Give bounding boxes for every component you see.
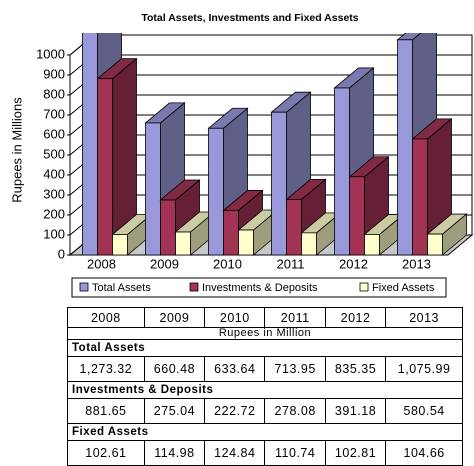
table-value: 633.64 <box>204 356 266 382</box>
table-unit: Rupees in Million <box>67 327 463 340</box>
table-header-cell: 2011 <box>264 307 326 328</box>
table-header-cell: 2013 <box>385 307 463 328</box>
bar-front <box>112 234 128 256</box>
legend-swatch <box>79 282 89 292</box>
table-value: 114.98 <box>143 440 206 466</box>
table-value: 275.04 <box>143 398 206 424</box>
x-tick-label: 2010 <box>213 256 242 271</box>
legend: Total Assets Investments & Deposits Fixed … <box>79 282 435 294</box>
bar-front <box>334 87 350 256</box>
y-tick-label: 100 <box>43 226 65 241</box>
bar-front <box>412 138 428 256</box>
y-tick-label: 200 <box>43 206 65 221</box>
y-tick-label: 300 <box>43 186 65 201</box>
x-tick-label: 2012 <box>339 256 368 271</box>
bar-front <box>286 198 302 256</box>
x-tick-label: 2009 <box>150 256 179 271</box>
bar-front <box>238 229 254 256</box>
bar-front <box>160 199 176 256</box>
table-value: 713.95 <box>264 356 326 382</box>
y-tick-label: 0 <box>58 246 65 261</box>
table-value: 222.72 <box>204 398 266 424</box>
table-header-row: 2008 2009 2010 2011 2012 2013 <box>67 307 463 328</box>
bar-front <box>208 127 224 256</box>
table-value: 110.74 <box>264 440 326 466</box>
chart-title: Total Assets, Investments and Fixed Asse… <box>141 12 358 24</box>
table-value: 124.84 <box>204 440 266 466</box>
table-value: 1,075.99 <box>385 356 463 382</box>
bar-front <box>97 78 113 256</box>
legend-label: Total Assets <box>92 282 151 294</box>
legend-label: Investments & Deposits <box>202 282 318 294</box>
bar-front <box>397 39 413 256</box>
table-section-label: Fixed Assets <box>67 423 463 441</box>
table-value-row: 1,273.32 660.48 633.64 713.95 835.35 1,075.99 <box>67 356 463 382</box>
bar <box>96 57 138 256</box>
bar-front <box>145 122 161 256</box>
legend-swatch <box>359 282 369 292</box>
table-value: 104.66 <box>385 440 463 466</box>
labels: 0 100 200 300 400 500 600 700 800 900 1000 2008 2009… <box>36 46 431 271</box>
table-value: 278.08 <box>264 398 326 424</box>
table-header-cell: 2008 <box>67 307 145 328</box>
table-value: 660.48 <box>143 356 206 382</box>
bar-front <box>82 33 98 256</box>
table-value-row: 881.65 275.04 222.72 278.08 391.18 580.54 <box>67 398 463 424</box>
y-axis-label: Rupees in Millions <box>9 97 24 203</box>
y-tick-label: 1000 <box>36 46 65 61</box>
table-value: 391.18 <box>324 398 387 424</box>
table-header-cell: 2010 <box>204 307 266 328</box>
x-tick-label: 2008 <box>87 256 116 271</box>
bar-front <box>349 176 365 256</box>
y-tick-label: 700 <box>43 106 65 121</box>
bars <box>82 33 468 256</box>
table-section-row: Fixed Assets <box>67 423 463 441</box>
legend-swatch <box>189 282 199 292</box>
table-value: 835.35 <box>324 356 387 382</box>
bar-front <box>301 232 317 256</box>
legend-label: Fixed Assets <box>372 282 435 294</box>
table-header-cell: 2009 <box>143 307 206 328</box>
table-value: 881.65 <box>67 398 145 424</box>
x-tick-label: 2013 <box>402 256 431 271</box>
y-tick-label: 600 <box>43 126 65 141</box>
bar-front <box>364 234 380 256</box>
y-tick-label: 400 <box>43 166 65 181</box>
y-tick-label: 800 <box>43 86 65 101</box>
table-header-cell: 2012 <box>324 307 387 328</box>
table-value: 580.54 <box>385 398 463 424</box>
y-tick-label: 900 <box>43 66 65 81</box>
bar-front <box>271 111 287 256</box>
x-tick-label: 2011 <box>277 256 305 271</box>
table-section-row: Total Assets <box>67 339 463 357</box>
table-section-label: Investments & Deposits <box>67 381 463 399</box>
table-section-label: Total Assets <box>67 339 463 357</box>
table-value: 102.61 <box>67 440 145 466</box>
bar-front <box>427 233 443 256</box>
chart: Total Assets, Investments and Fixed Asse… <box>9 12 474 298</box>
bar-front <box>223 210 239 256</box>
table-value-row: 102.61 114.98 124.84 110.74 102.81 104.66 <box>67 440 463 466</box>
table-section-row: Investments & Deposits <box>67 381 463 399</box>
data-table: 2008 2009 2010 2011 2012 2013 Rupees in Millio… <box>67 307 463 466</box>
legend-box <box>71 277 447 298</box>
table-unit-row: Rupees in Million <box>67 327 463 340</box>
y-tick-label: 500 <box>43 146 65 161</box>
table-value: 1,273.32 <box>67 356 145 382</box>
bar-front <box>175 231 191 256</box>
bar <box>426 213 468 256</box>
table-value: 102.81 <box>324 440 387 466</box>
